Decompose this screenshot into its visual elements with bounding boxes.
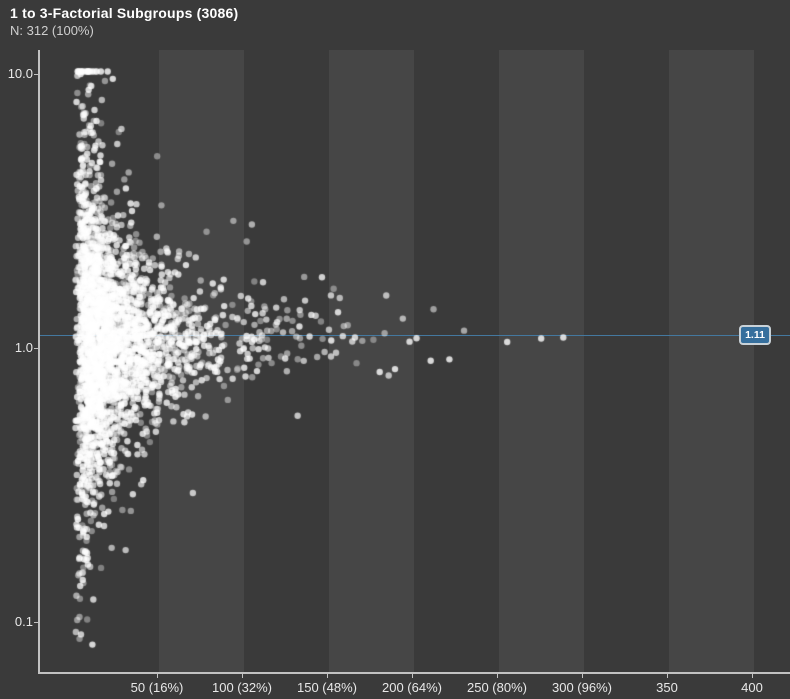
x-axis-tick-label: 150 (48%) (297, 680, 357, 695)
chart-title: 1 to 3-Factorial Subgroups (3086) (10, 5, 239, 21)
x-axis-tick-label: 100 (32%) (212, 680, 272, 695)
x-axis-tick-label: 50 (16%) (130, 680, 184, 695)
reference-value-badge: 1.11 (739, 325, 771, 346)
x-axis-tick-label: 200 (64%) (382, 680, 442, 695)
x-axis-tick-mark (667, 674, 668, 678)
x-axis-tick-label: 400 (741, 680, 763, 695)
x-axis-tick-mark (582, 674, 583, 678)
x-axis-tick-mark (752, 674, 753, 678)
scatter-points-canvas[interactable] (40, 50, 790, 672)
x-axis-tick-label: 250 (80%) (467, 680, 527, 695)
y-axis-tick-mark (34, 621, 38, 623)
y-axis-tick-label: 0.1 (14, 613, 33, 629)
x-axis-tick-label: 300 (96%) (552, 680, 612, 695)
x-axis-tick-mark (157, 674, 158, 678)
x-axis-tick-mark (497, 674, 498, 678)
chart-subtitle: N: 312 (100%) (10, 23, 94, 38)
y-axis-tick-label: 10.0 (7, 65, 33, 81)
y-axis-tick-mark (34, 347, 38, 349)
y-axis-tick-label: 1.0 (14, 339, 33, 355)
x-axis-tick-mark (242, 674, 243, 678)
plot-area (38, 50, 790, 674)
x-axis-tick-mark (412, 674, 413, 678)
x-axis-tick-label: 350 (656, 680, 678, 695)
x-axis-tick-mark (327, 674, 328, 678)
y-axis-tick-mark (34, 73, 38, 75)
